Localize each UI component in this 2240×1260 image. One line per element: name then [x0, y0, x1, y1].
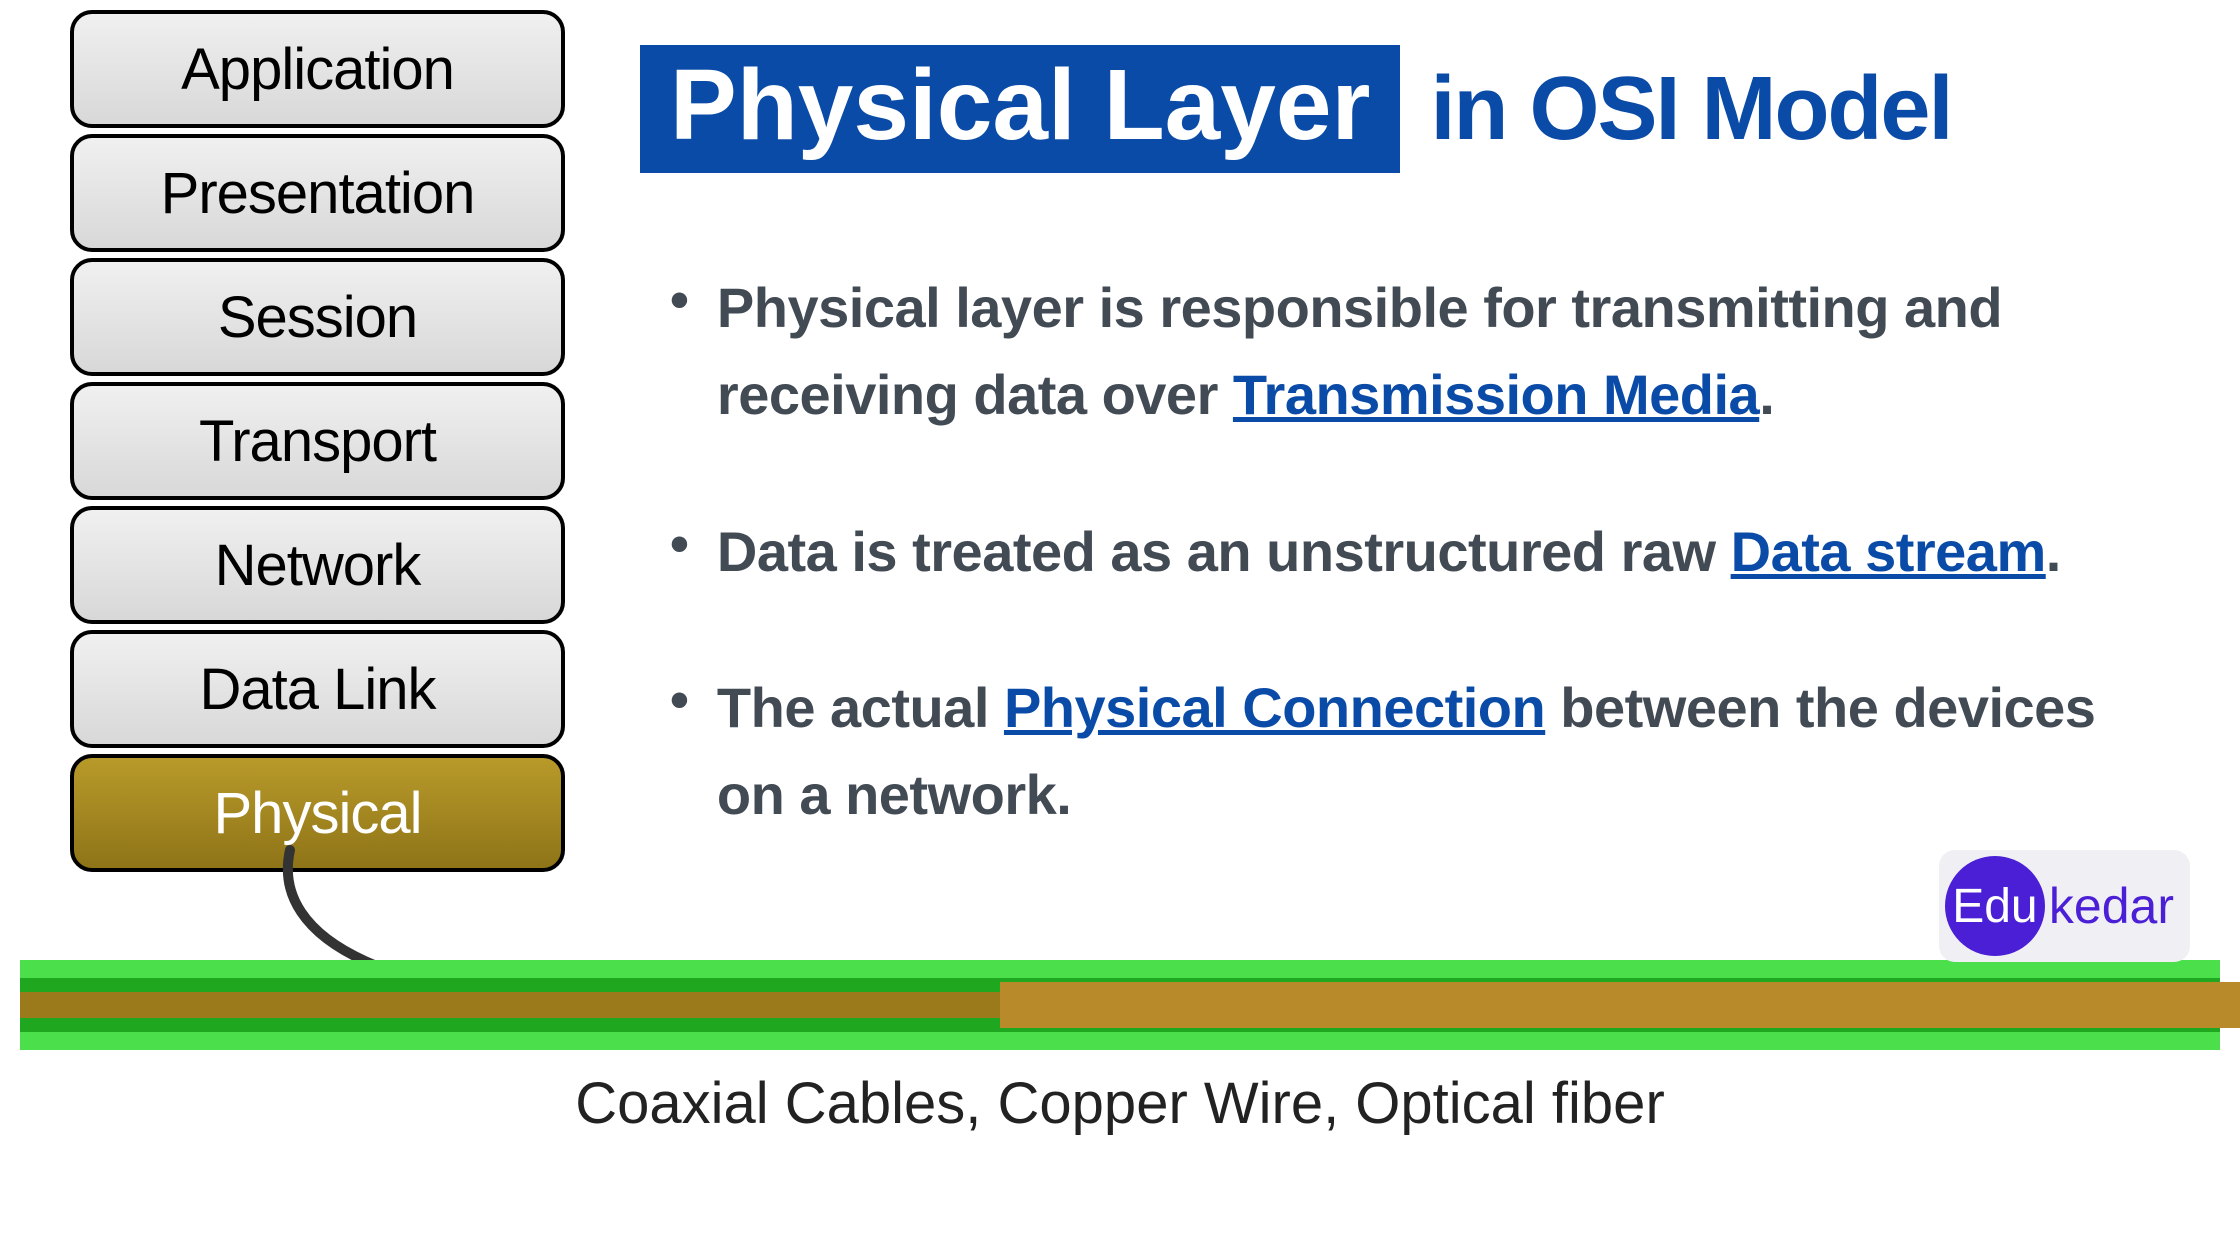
bullet-post: . — [1759, 363, 1774, 426]
bullet-pre: Data is treated as an unstructured raw — [717, 520, 1731, 583]
cable-core-exposed — [1000, 982, 2240, 1028]
title-rest: in OSI Model — [1430, 58, 1951, 161]
osi-layer-data-link: Data Link — [70, 630, 565, 748]
bullet-highlight: Transmission Media — [1233, 363, 1759, 426]
bullet-item: • The actual Physical Connection between… — [670, 665, 2150, 839]
brand-logo: Edu kedar — [1939, 850, 2190, 962]
osi-layer-application: Application — [70, 10, 565, 128]
osi-layer-transport: Transport — [70, 382, 565, 500]
bullet-dot-icon: • — [670, 273, 689, 327]
infographic-canvas: Application Presentation Session Transpo… — [0, 0, 2240, 1260]
osi-layer-network: Network — [70, 506, 565, 624]
bullet-list: • Physical layer is responsible for tran… — [670, 265, 2150, 909]
bullet-text: Data is treated as an unstructured raw D… — [717, 509, 2061, 596]
page-title: Physical Layer in OSI Model — [640, 45, 2200, 173]
logo-circle: Edu — [1945, 856, 2045, 956]
osi-layer-session: Session — [70, 258, 565, 376]
osi-layer-physical: Physical — [70, 754, 565, 872]
bullet-item: • Data is treated as an unstructured raw… — [670, 509, 2150, 596]
bullet-highlight: Data stream — [1731, 520, 2046, 583]
bullet-dot-icon: • — [670, 673, 689, 727]
bullet-item: • Physical layer is responsible for tran… — [670, 265, 2150, 439]
bullet-text: Physical layer is responsible for transm… — [717, 265, 2150, 439]
bullet-text: The actual Physical Connection between t… — [717, 665, 2150, 839]
logo-text: kedar — [2049, 877, 2174, 935]
bullet-dot-icon: • — [670, 517, 689, 571]
osi-layer-presentation: Presentation — [70, 134, 565, 252]
cable-diagram — [20, 960, 2220, 1050]
bullet-highlight: Physical Connection — [1004, 676, 1545, 739]
bullet-post: . — [2046, 520, 2061, 583]
bullet-pre: The actual — [717, 676, 1004, 739]
title-highlight: Physical Layer — [640, 45, 1400, 173]
cable-label: Coaxial Cables, Copper Wire, Optical fib… — [0, 1070, 2240, 1137]
osi-stack: Application Presentation Session Transpo… — [70, 10, 565, 878]
